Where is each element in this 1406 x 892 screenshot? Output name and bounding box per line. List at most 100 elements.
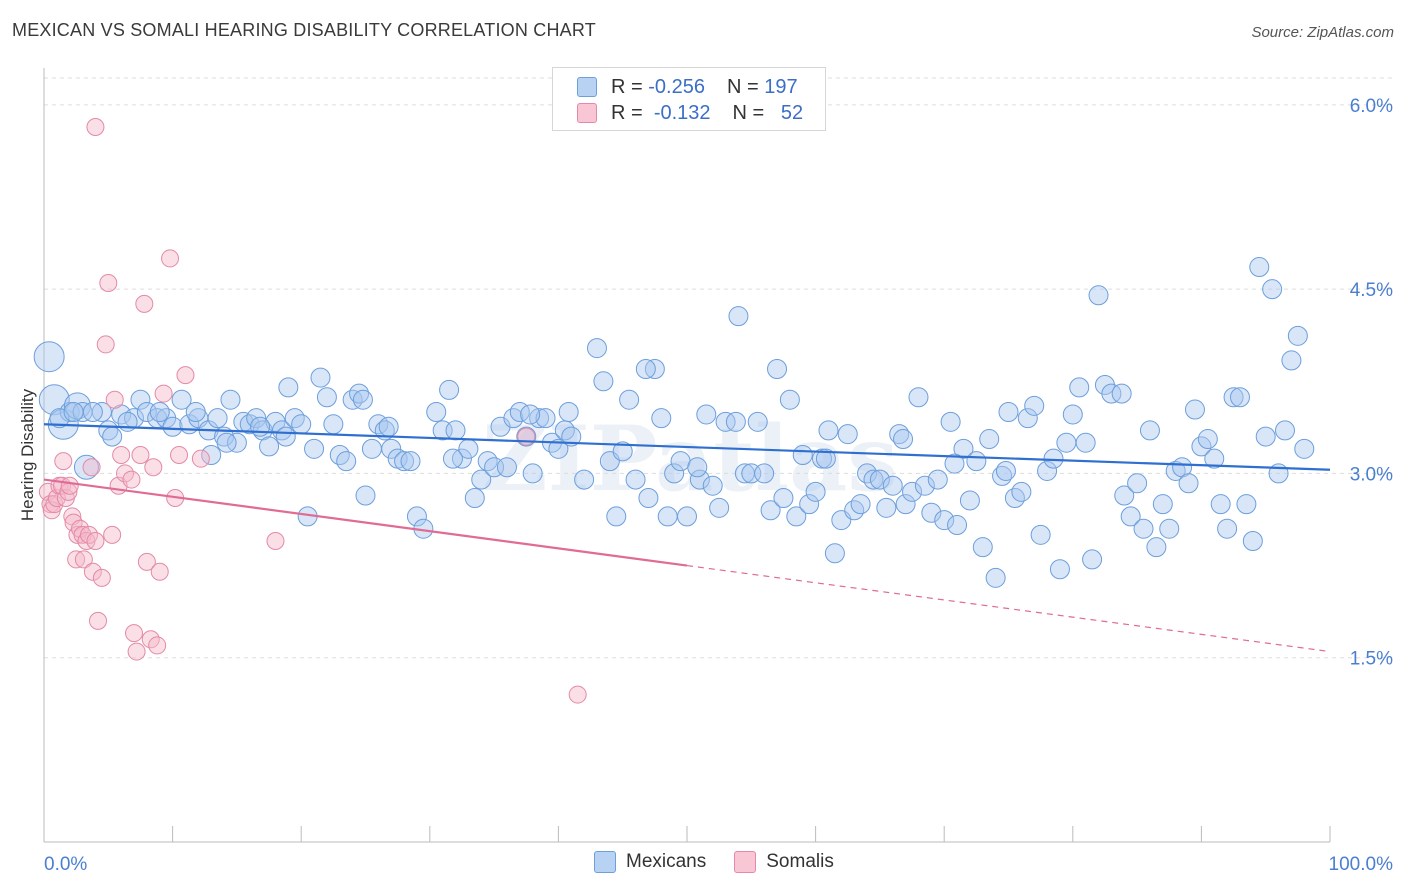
point-somalis	[161, 249, 180, 268]
point-mexicans	[1024, 395, 1045, 416]
point-mexicans	[908, 387, 929, 408]
y-axis-label: Hearing Disability	[18, 388, 37, 521]
point-mexicans	[670, 451, 691, 472]
point-somalis	[54, 452, 73, 471]
legend-label-somalis: Somalis	[766, 851, 834, 872]
point-mexicans	[606, 506, 627, 527]
point-mexicans	[220, 389, 241, 410]
legend-item-somalis[interactable]: Somalis	[734, 851, 834, 873]
point-mexicans	[824, 543, 845, 564]
point-mexicans	[82, 402, 103, 422]
point-mexicans	[728, 306, 749, 327]
point-somalis	[131, 446, 150, 464]
point-mexicans	[947, 515, 968, 536]
point-mexicans	[664, 463, 685, 484]
point-mexicans	[638, 488, 659, 508]
point-mexicans	[226, 432, 247, 453]
point-somalis	[99, 274, 118, 292]
point-somalis	[122, 470, 141, 489]
point-mexicans	[1294, 438, 1315, 459]
mexicans-legend-swatch	[594, 851, 616, 873]
point-somalis	[150, 562, 169, 581]
point-somalis	[127, 642, 146, 661]
trendline-somalis	[43, 478, 688, 567]
y-tick-label: 3.0%	[1350, 464, 1393, 485]
point-mexicans	[259, 436, 280, 457]
point-mexicans	[442, 448, 463, 469]
point-mexicans	[355, 485, 376, 506]
point-mexicans	[893, 429, 914, 450]
point-mexicans	[201, 445, 222, 465]
r-label: R =	[611, 101, 643, 124]
y-tick-label: 6.0%	[1350, 96, 1393, 117]
point-mexicans	[869, 469, 890, 490]
point-mexicans	[651, 408, 672, 429]
point-mexicans	[207, 408, 228, 429]
point-mexicans	[1037, 460, 1058, 481]
point-mexicans	[921, 502, 942, 523]
point-mexicans	[1114, 485, 1135, 506]
point-somalis	[154, 384, 173, 403]
point-mexicans	[927, 469, 948, 490]
point-mexicans	[944, 453, 965, 474]
point-mexicans	[352, 389, 373, 410]
point-mexicans	[1255, 426, 1276, 447]
point-mexicans	[767, 359, 788, 379]
point-mexicans	[625, 469, 646, 490]
point-mexicans	[548, 438, 569, 459]
point-mexicans	[1120, 506, 1141, 527]
point-mexicans	[882, 475, 903, 496]
point-somalis	[176, 366, 195, 385]
point-mexicans	[496, 457, 517, 478]
r-label: R =	[611, 75, 643, 98]
point-mexicans	[250, 416, 271, 437]
point-mexicans	[934, 510, 955, 531]
point-mexicans	[1017, 408, 1038, 429]
point-mexicans	[1223, 387, 1244, 408]
point-mexicans	[102, 426, 123, 447]
point-somalis	[144, 458, 163, 477]
point-mexicans	[940, 411, 961, 432]
point-mexicans	[1229, 387, 1250, 408]
point-mexicans	[612, 441, 633, 462]
x-tick-label: 100.0%	[1329, 854, 1394, 875]
point-mexicans	[914, 475, 935, 496]
n-value-somalis: 52	[780, 101, 804, 124]
somalis-legend-swatch	[734, 851, 757, 873]
legend-item-mexicans[interactable]: Mexicans	[594, 851, 706, 873]
point-mexicans	[1159, 518, 1180, 539]
point-mexicans	[857, 463, 878, 484]
point-mexicans	[876, 497, 897, 518]
point-mexicans	[995, 460, 1016, 481]
point-mexicans	[1262, 279, 1283, 300]
point-mexicans	[1127, 473, 1148, 494]
point-mexicans	[271, 420, 292, 441]
n-label: N =	[732, 101, 765, 124]
point-mexicans	[171, 389, 192, 410]
point-mexicans	[1082, 549, 1103, 570]
point-somalis	[83, 562, 102, 581]
point-mexicans	[1204, 448, 1225, 469]
point-mexicans	[696, 404, 717, 425]
point-mexicans	[1088, 285, 1109, 306]
point-somalis	[191, 449, 210, 468]
point-mexicans	[689, 469, 710, 490]
point-mexicans	[805, 481, 826, 502]
point-mexicans	[1274, 420, 1295, 441]
point-mexicans	[1210, 494, 1231, 515]
point-mexicans	[535, 408, 556, 429]
point-somalis	[137, 552, 156, 571]
point-mexicans	[149, 402, 170, 422]
point-mexicans	[1152, 494, 1173, 515]
point-mexicans	[361, 438, 382, 459]
point-mexicans	[275, 426, 296, 447]
point-mexicans	[1101, 383, 1122, 404]
point-mexicans	[657, 506, 678, 527]
point-mexicans	[558, 402, 579, 422]
point-mexicans	[378, 416, 399, 437]
point-mexicans	[779, 389, 800, 410]
point-mexicans	[586, 338, 607, 359]
point-mexicans	[400, 451, 421, 472]
point-mexicans	[503, 408, 524, 429]
point-mexicans	[1139, 420, 1160, 441]
